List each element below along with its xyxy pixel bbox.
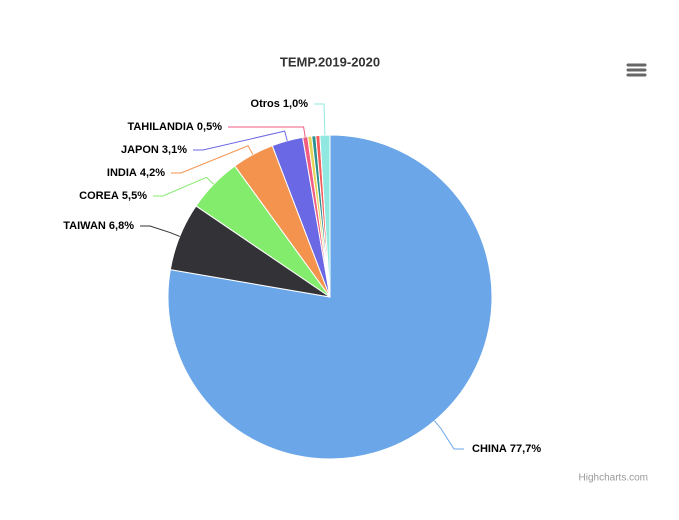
label-category: CHINA xyxy=(472,443,507,455)
connector xyxy=(140,225,180,237)
connector xyxy=(228,126,306,137)
data-label: JAPON 3,1% xyxy=(121,144,187,156)
data-label: INDIA 4,2% xyxy=(107,167,165,179)
label-category: COREA xyxy=(79,190,119,202)
credits[interactable]: Highcharts.com xyxy=(579,473,648,484)
data-label: Otros 1,0% xyxy=(251,98,309,110)
label-category: INDIA xyxy=(107,167,137,179)
label-category: JAPON xyxy=(121,144,159,156)
connector xyxy=(171,145,254,174)
label-value: 77,7% xyxy=(510,443,541,455)
connector xyxy=(193,130,288,151)
label-category: TAHILANDIA xyxy=(127,121,193,133)
data-label: TAIWAN 6,8% xyxy=(63,220,134,232)
label-category: Otros xyxy=(251,98,280,110)
connector xyxy=(314,103,326,136)
menu-button[interactable] xyxy=(622,58,650,82)
data-label: COREA 5,5% xyxy=(79,190,147,202)
data-label: CHINA 77,7% xyxy=(472,443,541,455)
data-label: TAHILANDIA 0,5% xyxy=(127,121,222,133)
chart-title: TEMP.2019-2020 xyxy=(280,54,380,69)
label-value: 1,0% xyxy=(283,98,308,110)
label-value: 4,2% xyxy=(140,167,165,179)
connector xyxy=(153,176,215,197)
label-value: 3,1% xyxy=(162,144,187,156)
connector xyxy=(434,420,464,450)
label-value: 5,5% xyxy=(122,190,147,202)
label-value: 0,5% xyxy=(197,121,222,133)
label-category: TAIWAN xyxy=(63,220,106,232)
pie-slice xyxy=(319,134,331,298)
label-value: 6,8% xyxy=(109,220,134,232)
